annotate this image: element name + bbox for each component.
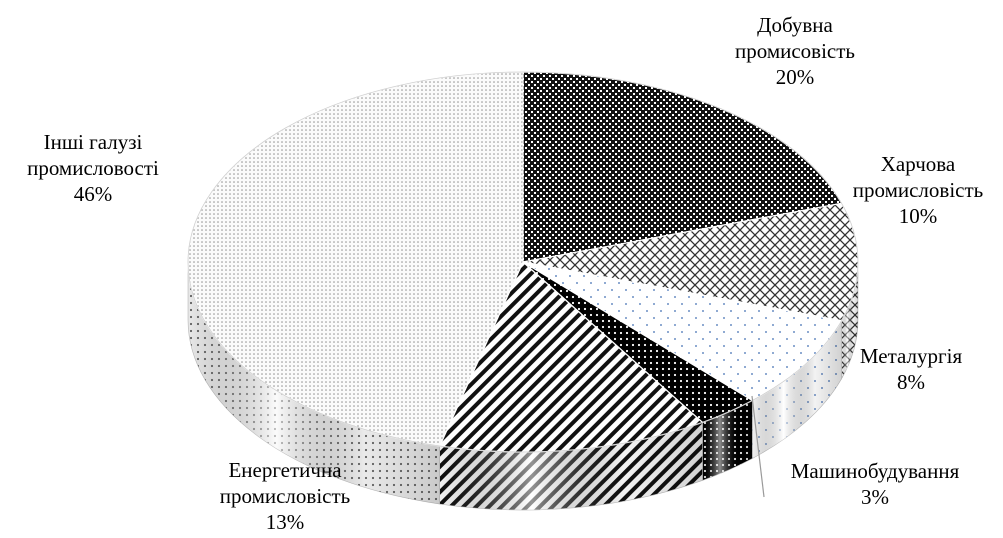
pie-side-shade-4: [439, 422, 703, 510]
pie-rim: [187, 71, 859, 453]
slice-label-line-0-0: Добувна: [757, 13, 833, 37]
slice-label-line-0-1: промисовість: [735, 39, 855, 63]
slice-value-4: 13%: [266, 510, 305, 534]
slice-label-line-2-0: Металургія: [860, 344, 963, 368]
slice-label-line-1-0: Харчова: [881, 152, 956, 176]
slice-label-line-4-1: промисловість: [220, 484, 351, 508]
slice-value-1: 10%: [899, 204, 938, 228]
slice-label-1: Харчова промисловість 10%: [853, 152, 984, 228]
slice-value-3: 3%: [861, 485, 889, 509]
pie-sides: [187, 261, 859, 511]
slice-label-line-1-1: промисловість: [853, 178, 984, 202]
pie-slices: [187, 71, 859, 453]
slice-labels: Добувна промисовість 20%Харчова промисловіс…: [27, 13, 983, 534]
slice-value-2: 8%: [897, 370, 925, 394]
leader-line: [751, 395, 765, 498]
pie-side-shade-1: [841, 262, 858, 379]
slice-label-5: Інші галузі промисловості 46%: [27, 130, 159, 206]
slice-label-line-5-0: Інші галузі: [44, 130, 143, 154]
slice-value-0: 20%: [776, 65, 815, 89]
slice-label-0: Добувна промисовість 20%: [735, 13, 855, 89]
slice-label-line-4-0: Енергетична: [228, 458, 342, 482]
pie-side-shade-2: [752, 320, 842, 459]
slice-label-2: Металургія 8%: [860, 344, 963, 394]
pie-side-shade-3: [702, 400, 753, 481]
slice-label-line-5-1: промисловості: [27, 156, 159, 180]
slice-label-3: Машинобудування 3%: [791, 459, 960, 509]
slice-value-5: 46%: [74, 182, 113, 206]
slice-label-line-3-0: Машинобудування: [791, 459, 960, 483]
pie-side-shade-5: [187, 262, 440, 505]
leader-lines: [751, 395, 765, 498]
slice-label-4: Енергетична промисловість 13%: [220, 458, 351, 534]
